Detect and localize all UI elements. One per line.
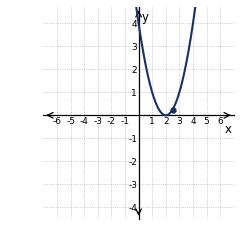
- Text: x: x: [225, 123, 232, 136]
- Text: y: y: [142, 11, 149, 24]
